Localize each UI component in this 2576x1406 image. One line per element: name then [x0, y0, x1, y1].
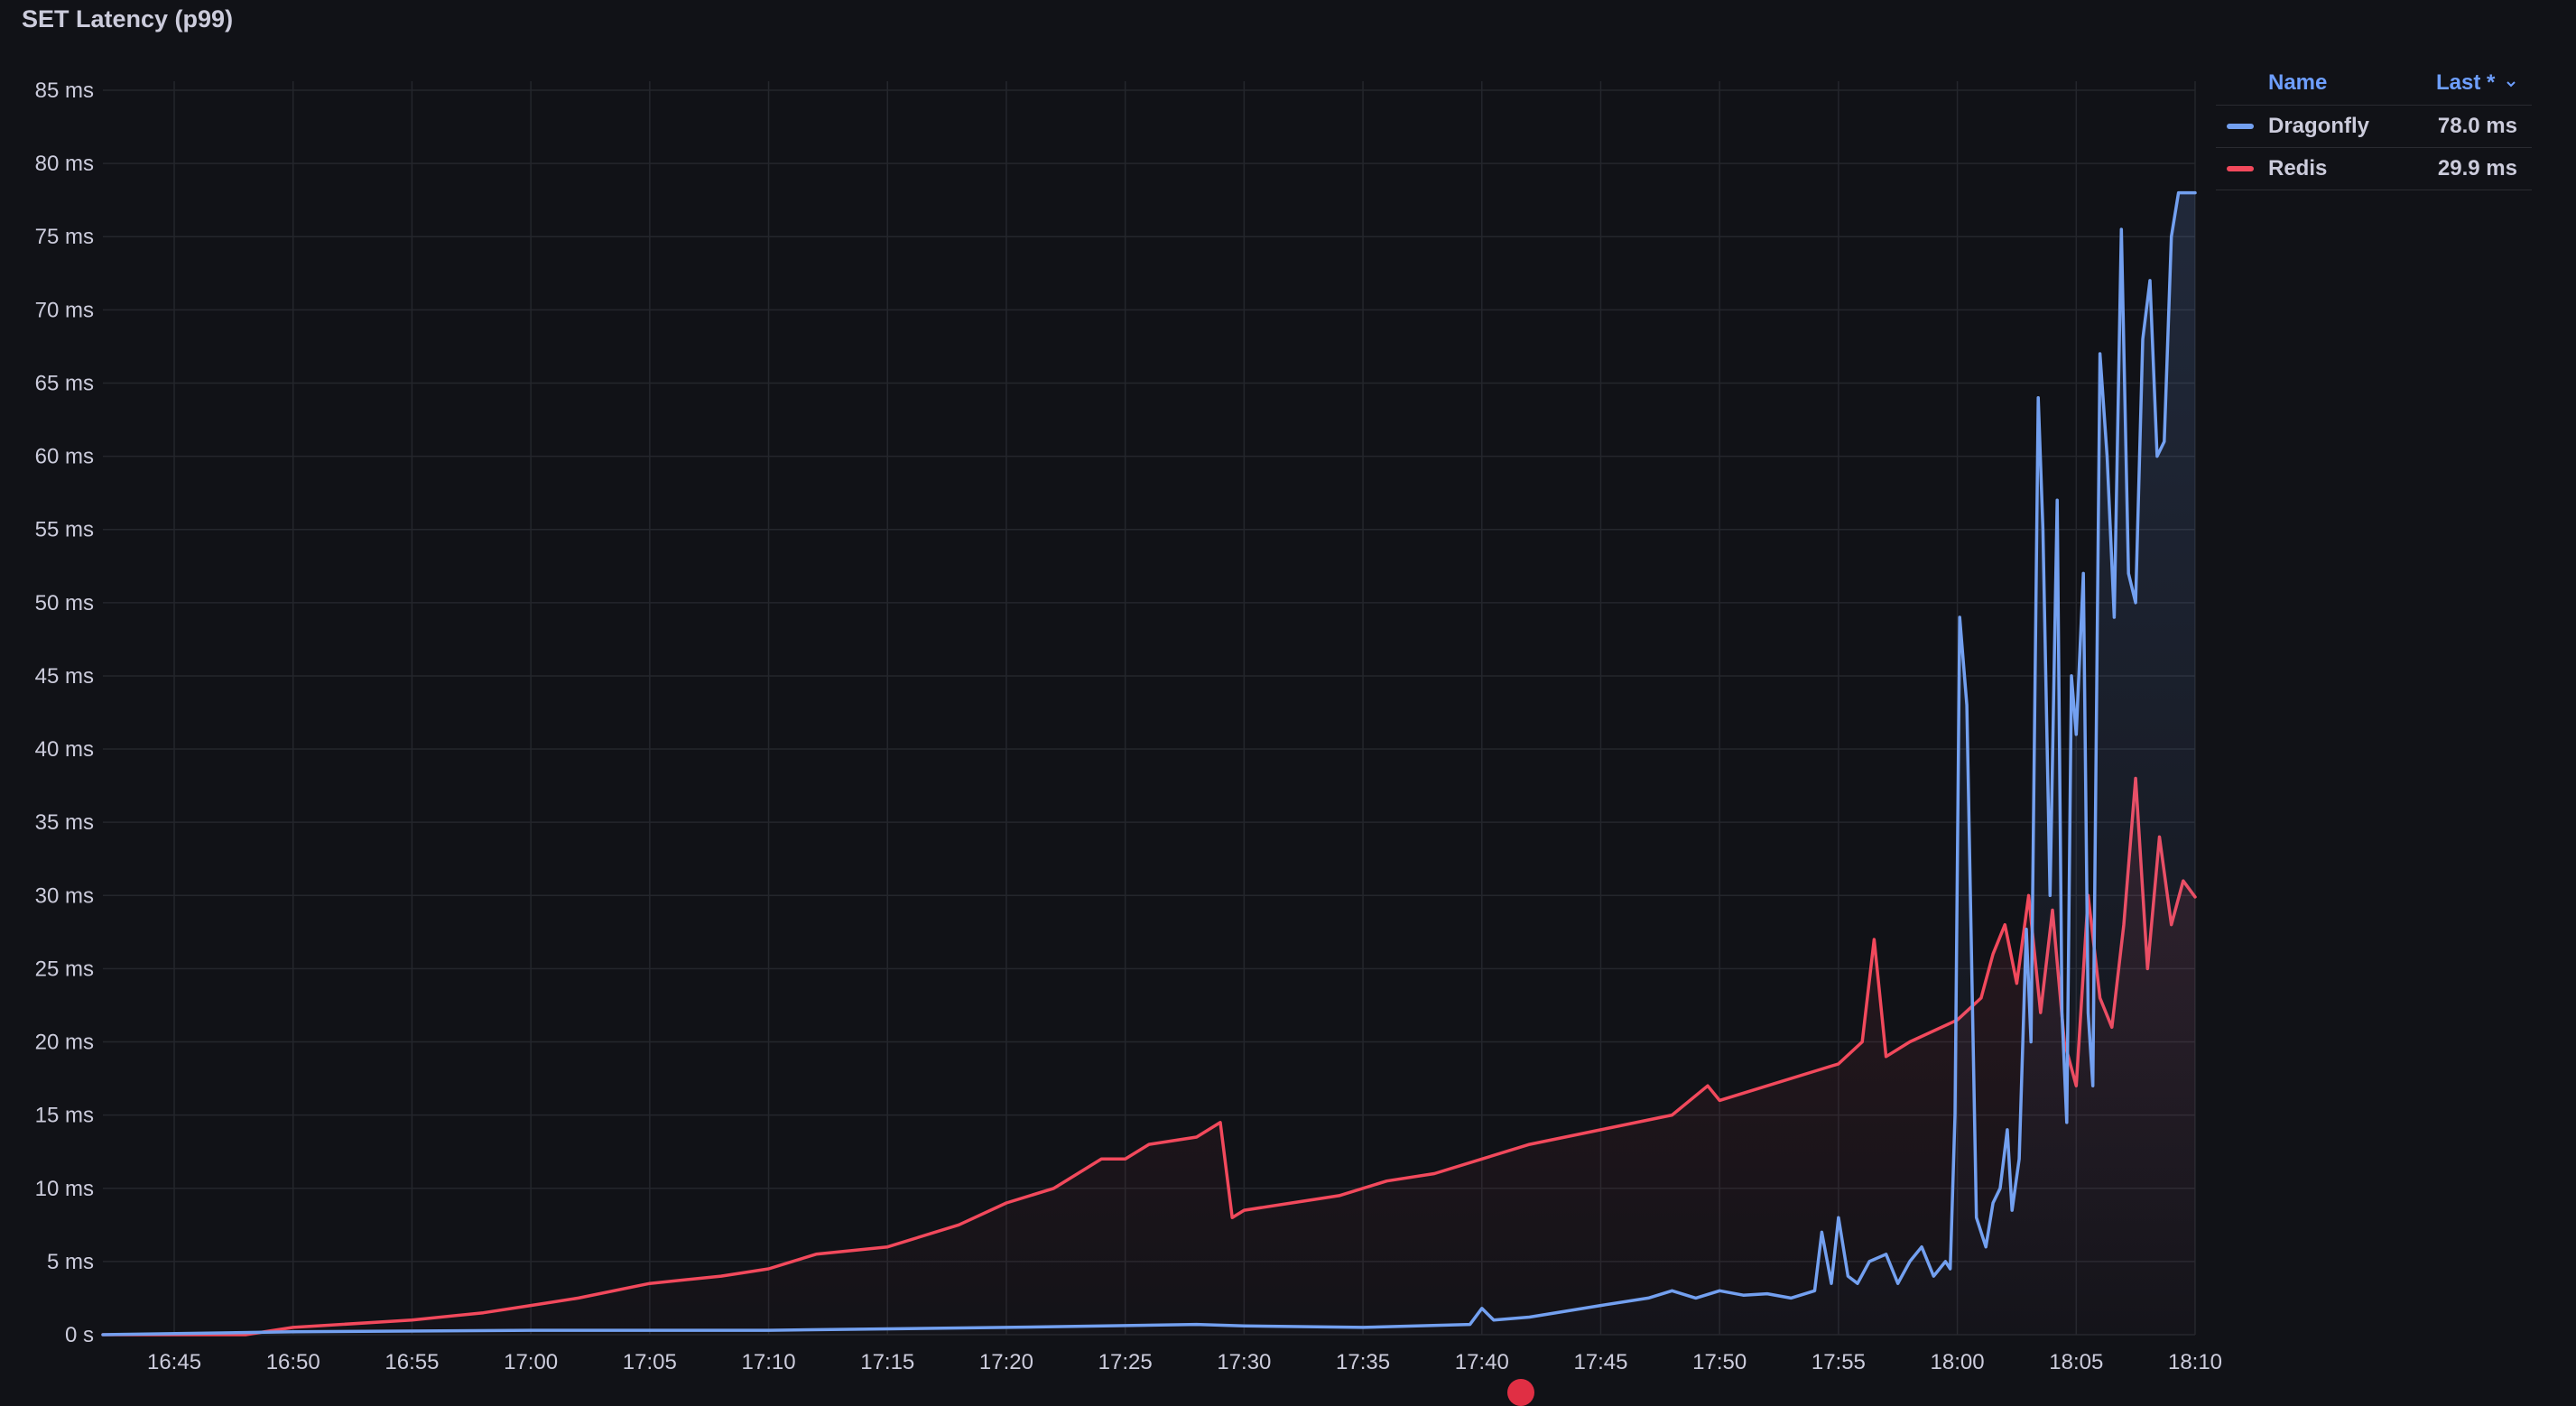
legend-row-dragonfly[interactable]: Dragonfly 78.0 ms: [2216, 106, 2532, 148]
y-tick-label: 55 ms: [35, 518, 94, 542]
y-tick-label: 45 ms: [35, 664, 94, 689]
x-tick-label: 17:30: [1217, 1350, 1271, 1374]
y-tick-label: 65 ms: [35, 371, 94, 395]
legend-row-redis[interactable]: Redis 29.9 ms: [2216, 148, 2532, 190]
x-tick-label: 18:10: [2168, 1350, 2222, 1374]
legend-series-last: 29.9 ms: [2437, 156, 2517, 180]
y-tick-label: 40 ms: [35, 737, 94, 762]
x-tick-label: 17:15: [860, 1350, 914, 1374]
legend-last-header[interactable]: Last *: [2391, 70, 2532, 96]
y-axis: 0 s 5 ms 10 ms 15 ms 20 ms 25 ms 30 ms 35 ms 40 …: [35, 79, 94, 1347]
legend-series-name: Dragonfly: [2268, 114, 2370, 138]
y-tick-label: 80 ms: [35, 152, 94, 176]
x-tick-label: 18:05: [2049, 1350, 2103, 1374]
x-tick-label: 17:50: [1692, 1350, 1747, 1374]
y-tick-label: 50 ms: [35, 591, 94, 615]
legend-name-header[interactable]: Name: [2268, 70, 2328, 95]
y-tick-label: 30 ms: [35, 883, 94, 908]
panel-title[interactable]: SET Latency (p99): [22, 5, 234, 32]
x-tick-label: 16:45: [147, 1350, 201, 1374]
y-tick-label: 5 ms: [47, 1250, 94, 1274]
x-tick-label: 16:50: [266, 1350, 320, 1374]
legend-swatch-dragonfly: [2227, 124, 2254, 129]
series-layer: [101, 190, 2197, 1337]
y-tick-label: 60 ms: [35, 445, 94, 469]
y-tick-label: 70 ms: [35, 298, 94, 322]
y-tick-label: 85 ms: [35, 79, 94, 103]
series-area-redis: [103, 778, 2195, 1335]
chevron-down-icon: [2507, 80, 2516, 88]
x-tick-label: 17:45: [1573, 1350, 1627, 1374]
y-tick-label: 20 ms: [35, 1031, 94, 1055]
legend-swatch-redis: [2227, 166, 2254, 171]
x-tick-label: 17:55: [1812, 1350, 1866, 1374]
x-tick-label: 16:55: [385, 1350, 439, 1374]
y-tick-label: 15 ms: [35, 1104, 94, 1128]
x-tick-label: 17:35: [1336, 1350, 1390, 1374]
y-tick-label: 0 s: [65, 1323, 94, 1347]
legend-last-header-label: Last *: [2435, 70, 2496, 95]
x-axis: 16:45 16:50 16:55 17:00 17:05 17:10 17:15 17:20…: [147, 1350, 2222, 1374]
legend-series-name: Redis: [2268, 156, 2328, 180]
y-tick-label: 75 ms: [35, 225, 94, 249]
cursor-indicator: [1507, 1379, 1534, 1406]
y-tick-label: 25 ms: [35, 957, 94, 981]
y-tick-label: 10 ms: [35, 1177, 94, 1201]
x-tick-label: 17:40: [1455, 1350, 1509, 1374]
series-line-dragonfly[interactable]: [101, 190, 2197, 1337]
x-tick-label: 18:00: [1931, 1350, 1985, 1374]
x-tick-label: 17:00: [504, 1350, 558, 1374]
legend-header: Name Last *: [2216, 61, 2532, 106]
y-tick-label: 35 ms: [35, 810, 94, 835]
x-tick-label: 17:25: [1098, 1350, 1153, 1374]
x-tick-label: 17:20: [979, 1350, 1033, 1374]
x-tick-label: 17:05: [623, 1350, 677, 1374]
legend-series-last: 78.0 ms: [2437, 114, 2517, 138]
legend-table: Name Last * Dragonfly 78.0 ms Redis 29.9…: [2216, 61, 2532, 190]
x-tick-label: 17:10: [742, 1350, 796, 1374]
